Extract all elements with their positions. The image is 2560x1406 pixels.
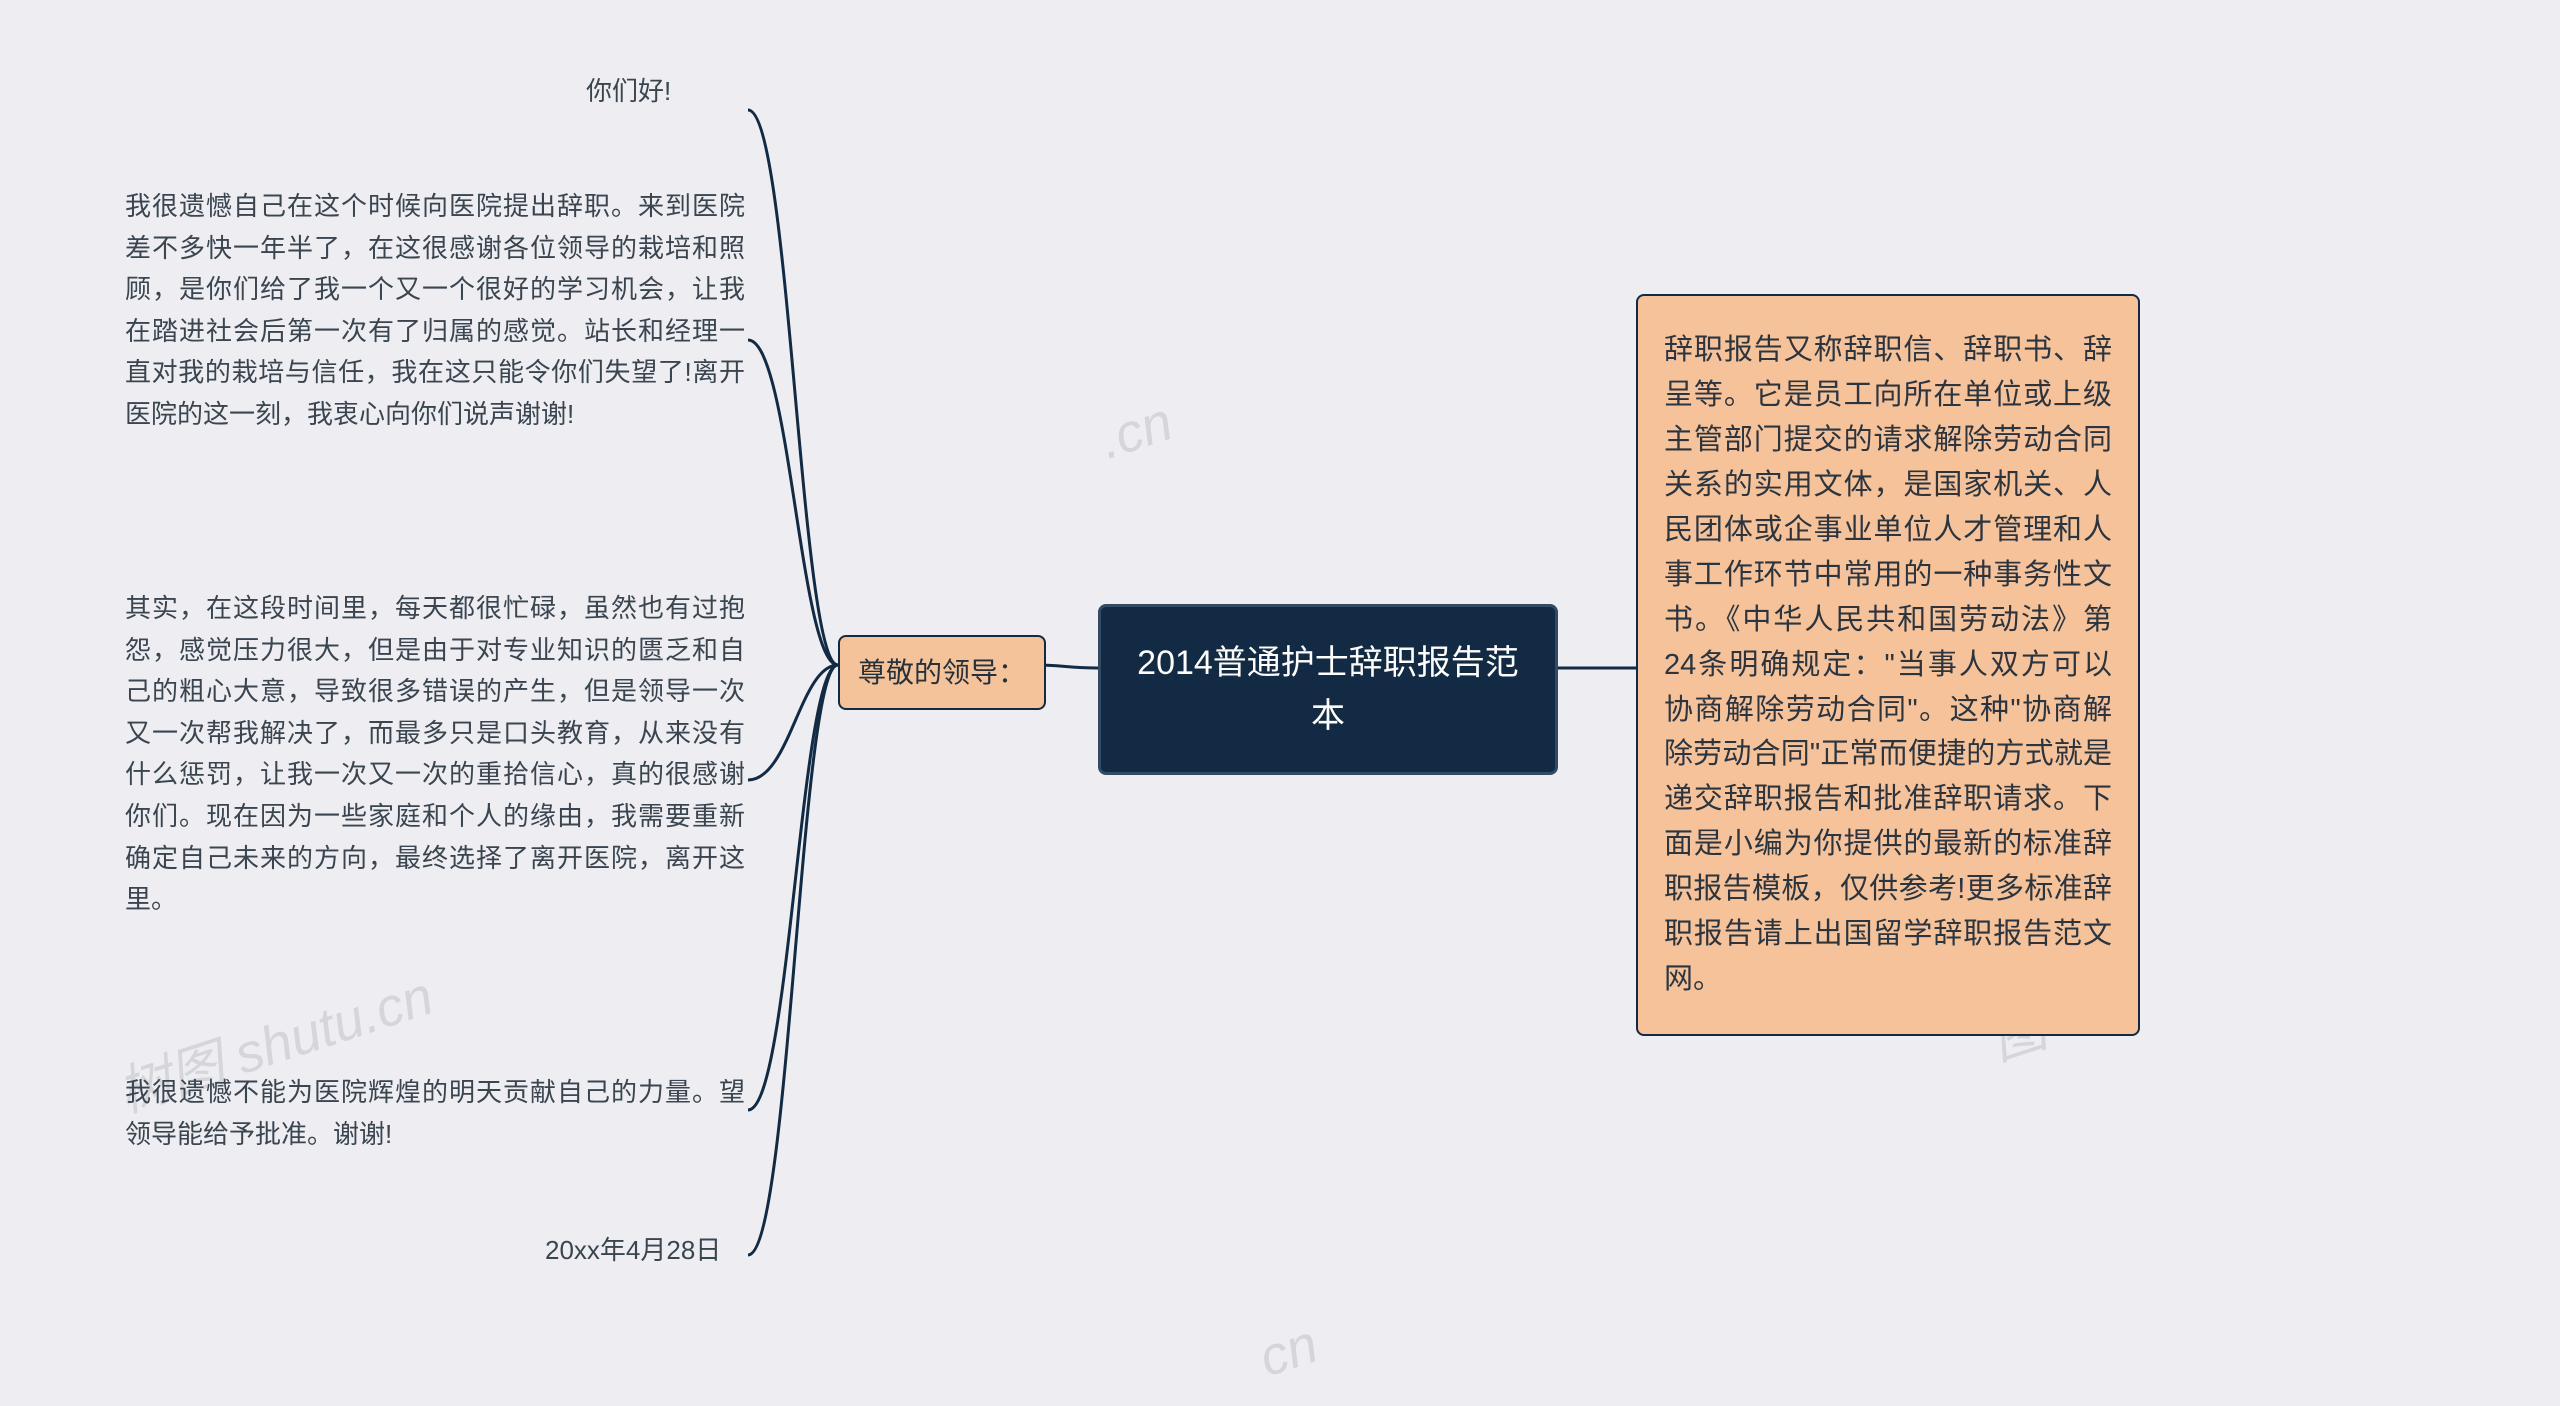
edge: [748, 665, 838, 780]
edge: [748, 110, 838, 665]
leaf-paragraph-1[interactable]: 我很遗憾自己在这个时候向医院提出辞职。来到医院差不多快一年半了，在这很感谢各位领…: [125, 186, 745, 436]
watermark: cn: [1252, 1313, 1325, 1390]
mindmap-canvas: 树图 shutu.cn .cn cn 图 2014普通护士辞职报告范本 辞职报告…: [0, 0, 2560, 1406]
leaf-greeting[interactable]: 你们好!: [586, 71, 746, 113]
edge: [748, 665, 838, 1255]
leaf-paragraph-3[interactable]: 我很遗憾不能为医院辉煌的明天贡献自己的力量。望领导能给予批准。谢谢!: [125, 1072, 745, 1155]
edge: [1038, 665, 1098, 668]
watermark: .cn: [1092, 390, 1180, 471]
description-node[interactable]: 辞职报告又称辞职信、辞职书、辞呈等。它是员工向所在单位或上级主管部门提交的请求解…: [1636, 294, 2140, 1036]
edge: [748, 340, 838, 665]
salutation-node[interactable]: 尊敬的领导：: [838, 635, 1046, 710]
leaf-date[interactable]: 20xx年4月28日: [545, 1230, 745, 1272]
leaf-paragraph-2[interactable]: 其实，在这段时间里，每天都很忙碌，虽然也有过抱怨，感觉压力很大，但是由于对专业知…: [125, 588, 745, 921]
edge: [748, 665, 838, 1110]
center-node[interactable]: 2014普通护士辞职报告范本: [1098, 604, 1558, 775]
